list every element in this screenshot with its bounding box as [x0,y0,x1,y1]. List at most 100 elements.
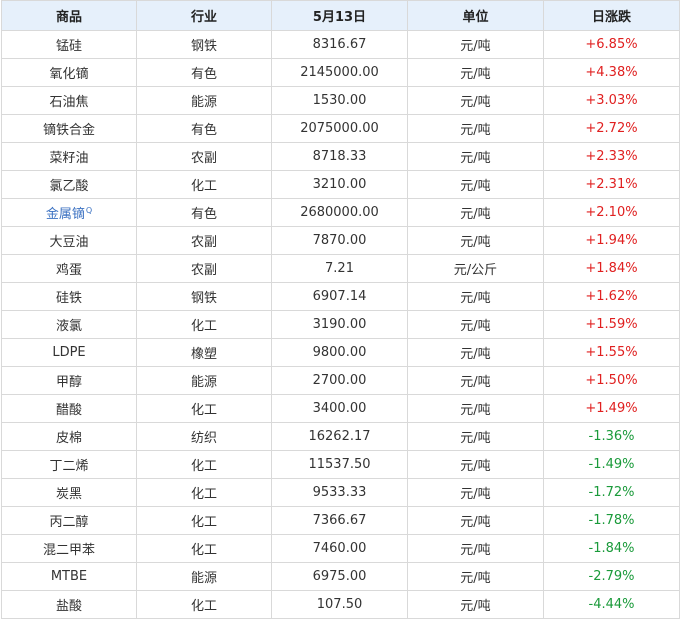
price-cell: 16262.17 [271,422,408,451]
commodity-name: 丙二醇 [1,506,137,535]
price-cell: 8316.67 [271,30,408,59]
daily-change-cell: -2.79% [543,562,680,591]
daily-change-cell: -4.44% [543,590,680,619]
daily-change-cell: +1.94% [543,226,680,255]
table-row: 液氯 化工 3190.00 元/吨 +1.59% [1,310,680,339]
table-row: 丁二烯 化工 11537.50 元/吨 -1.49% [1,450,680,479]
table-row: 丙二醇 化工 7366.67 元/吨 -1.78% [1,506,680,535]
table-row: 镝铁合金 有色 2075000.00 元/吨 +2.72% [1,114,680,143]
header-commodity: 商品 [1,0,137,31]
unit-cell: 元/吨 [407,366,544,395]
industry-cell: 有色 [136,198,272,227]
unit-cell: 元/吨 [407,450,544,479]
price-cell: 7.21 [271,254,408,283]
daily-change-cell: +1.84% [543,254,680,283]
industry-cell: 橡塑 [136,338,272,367]
commodity-name: 石油焦 [1,86,137,115]
daily-change-cell: -1.72% [543,478,680,507]
commodity-name: 大豆油 [1,226,137,255]
commodity-name: 混二甲苯 [1,534,137,563]
price-cell: 7460.00 [271,534,408,563]
table-row: 鸡蛋 农副 7.21 元/公斤 +1.84% [1,254,680,283]
daily-change-cell: +1.62% [543,282,680,311]
price-cell: 9533.33 [271,478,408,507]
commodity-name: 炭黑 [1,478,137,507]
table-row: 醋酸 化工 3400.00 元/吨 +1.49% [1,394,680,423]
unit-cell: 元/吨 [407,170,544,199]
commodity-name: 鸡蛋 [1,254,137,283]
table-row: 甲醇 能源 2700.00 元/吨 +1.50% [1,366,680,395]
table-row: 锰硅 钢铁 8316.67 元/吨 +6.85% [1,30,680,59]
commodity-name: 液氯 [1,310,137,339]
commodity-name: 镝铁合金 [1,114,137,143]
table-body: 锰硅 钢铁 8316.67 元/吨 +6.85% 氧化镝 有色 2145000.00 元/吨 +4… [1,30,680,619]
commodity-name: MTBE [1,562,137,591]
unit-cell: 元/吨 [407,198,544,227]
daily-change-cell: -1.49% [543,450,680,479]
table-row: 盐酸 化工 107.50 元/吨 -4.44% [1,590,680,619]
price-cell: 2145000.00 [271,58,408,87]
table-row: 皮棉 纺织 16262.17 元/吨 -1.36% [1,422,680,451]
header-unit: 单位 [407,0,544,31]
commodity-name: 氯乙酸 [1,170,137,199]
industry-cell: 农副 [136,226,272,255]
table-row: 炭黑 化工 9533.33 元/吨 -1.72% [1,478,680,507]
price-cell: 107.50 [271,590,408,619]
price-cell: 2680000.00 [271,198,408,227]
daily-change-cell: +1.49% [543,394,680,423]
industry-cell: 农副 [136,142,272,171]
price-cell: 2075000.00 [271,114,408,143]
daily-change-cell: +2.10% [543,198,680,227]
daily-change-cell: +1.50% [543,366,680,395]
header-industry: 行业 [136,0,272,31]
daily-change-cell: +4.38% [543,58,680,87]
price-cell: 3400.00 [271,394,408,423]
unit-cell: 元/吨 [407,506,544,535]
commodity-link-label[interactable]: 金属镝 [45,207,85,222]
unit-cell: 元/吨 [407,58,544,87]
unit-cell: 元/吨 [407,478,544,507]
daily-change-cell: +2.33% [543,142,680,171]
commodity-name: LDPE [1,338,137,367]
daily-change-cell: +6.85% [543,30,680,59]
daily-change-cell: +1.59% [543,310,680,339]
price-cell: 3210.00 [271,170,408,199]
industry-cell: 化工 [136,394,272,423]
industry-cell: 化工 [136,534,272,563]
commodity-name: 皮棉 [1,422,137,451]
industry-cell: 钢铁 [136,30,272,59]
unit-cell: 元/吨 [407,310,544,339]
unit-cell: 元/吨 [407,226,544,255]
daily-change-cell: -1.78% [543,506,680,535]
industry-cell: 钢铁 [136,282,272,311]
daily-change-cell: +2.31% [543,170,680,199]
unit-cell: 元/吨 [407,86,544,115]
table-row: MTBE 能源 6975.00 元/吨 -2.79% [1,562,680,591]
unit-cell: 元/公斤 [407,254,544,283]
table-row: LDPE 橡塑 9800.00 元/吨 +1.55% [1,338,680,367]
unit-cell: 元/吨 [407,590,544,619]
table-row: 菜籽油 农副 8718.33 元/吨 +2.33% [1,142,680,171]
industry-cell: 农副 [136,254,272,283]
table-row: 氧化镝 有色 2145000.00 元/吨 +4.38% [1,58,680,87]
price-cell: 2700.00 [271,366,408,395]
unit-cell: 元/吨 [407,422,544,451]
unit-cell: 元/吨 [407,534,544,563]
table-header: 商品 行业 5月13日 单位 日涨跌 [1,0,680,31]
price-cell: 7870.00 [271,226,408,255]
industry-cell: 纺织 [136,422,272,451]
industry-cell: 化工 [136,170,272,199]
industry-cell: 能源 [136,562,272,591]
unit-cell: 元/吨 [407,338,544,367]
commodity-name: 盐酸 [1,590,137,619]
table-row: 金属镝Q 有色 2680000.00 元/吨 +2.10% [1,198,680,227]
search-icon[interactable]: Q [85,205,93,215]
unit-cell: 元/吨 [407,114,544,143]
commodity-name: 锰硅 [1,30,137,59]
commodity-name: 醋酸 [1,394,137,423]
table-row: 混二甲苯 化工 7460.00 元/吨 -1.84% [1,534,680,563]
table-row: 大豆油 农副 7870.00 元/吨 +1.94% [1,226,680,255]
commodity-name[interactable]: 金属镝Q [1,198,137,227]
price-cell: 9800.00 [271,338,408,367]
header-daily-change: 日涨跌 [543,0,680,31]
